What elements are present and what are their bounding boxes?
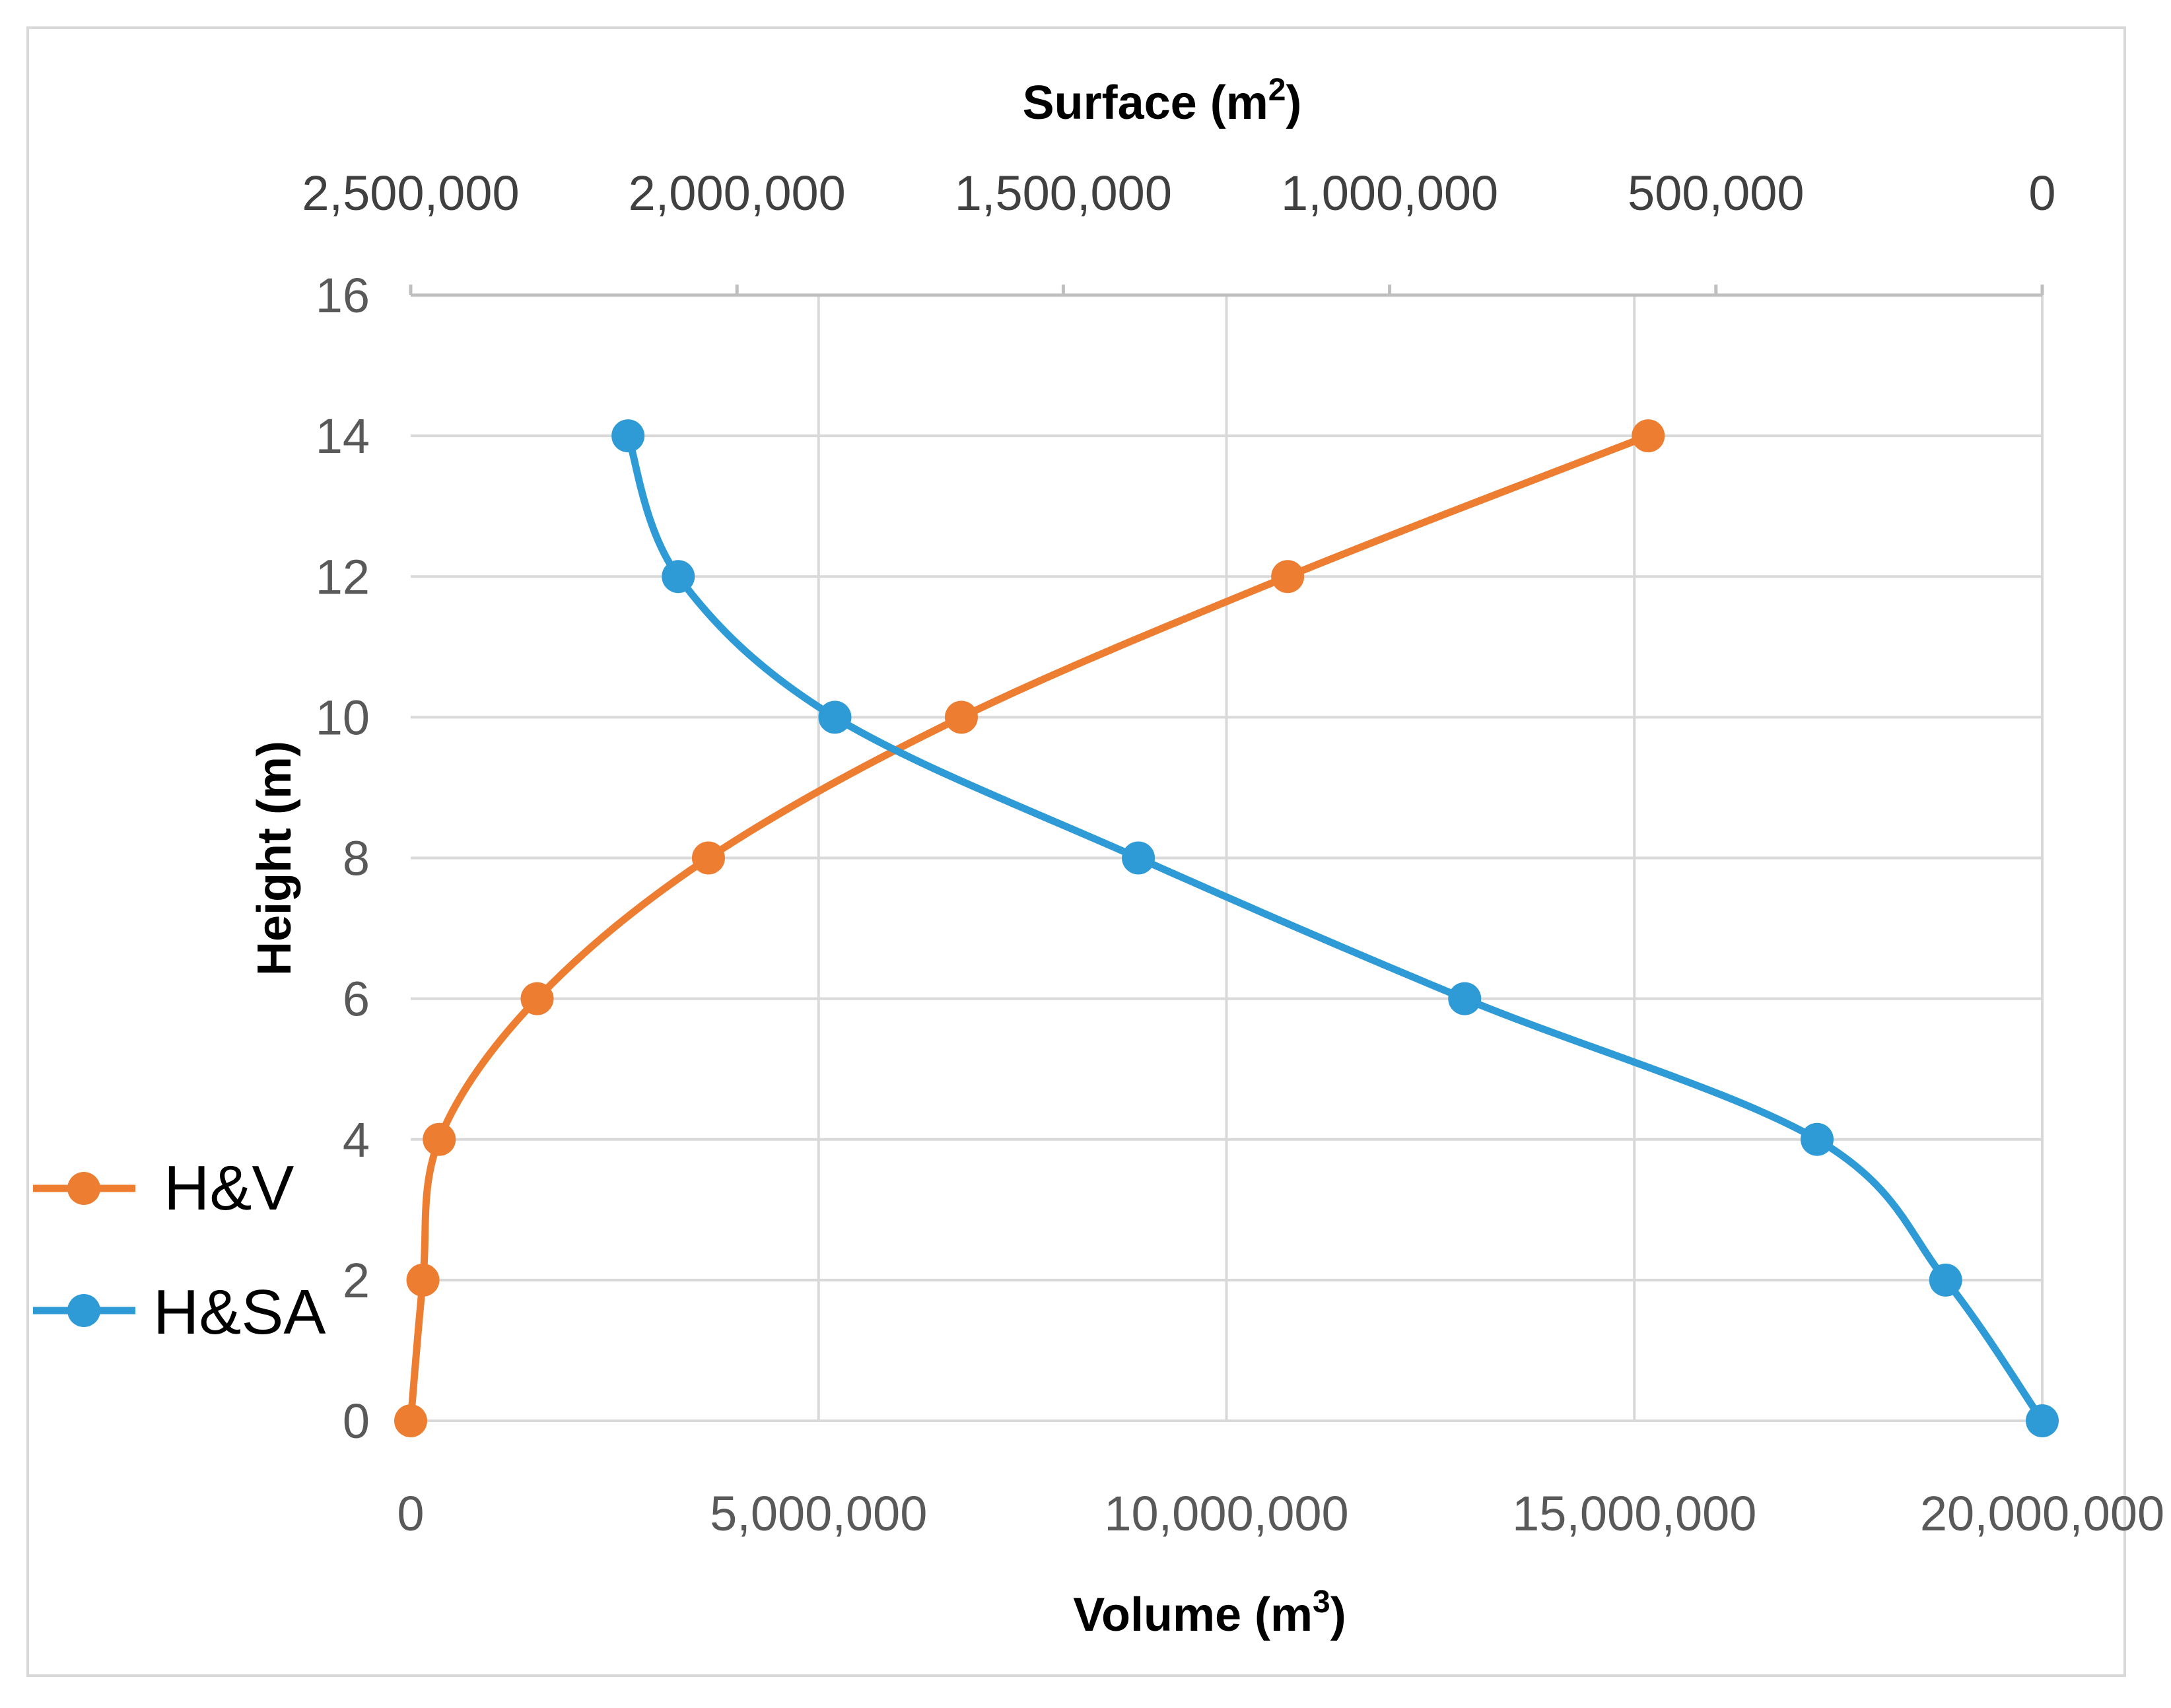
y-tick-label: 6 bbox=[343, 972, 370, 1027]
data-point-hsa bbox=[1801, 1122, 1834, 1156]
chart-frame bbox=[26, 26, 2126, 1677]
data-point-hv bbox=[423, 1122, 456, 1156]
y-axis-title: Height (m) bbox=[248, 741, 301, 976]
series-line-hv bbox=[407, 432, 1650, 1421]
data-point-hv bbox=[406, 1263, 440, 1297]
data-point-hsa bbox=[1122, 841, 1155, 875]
data-point-hsa bbox=[1929, 1263, 1962, 1297]
y-tick-label: 16 bbox=[316, 268, 370, 323]
x-top-tick-label: 0 bbox=[2028, 166, 2055, 221]
legend-marker-hv bbox=[67, 1172, 100, 1205]
y-tick-label: 0 bbox=[343, 1394, 370, 1449]
y-tick-label: 14 bbox=[316, 409, 370, 463]
x-bottom-tick-label: 5,000,000 bbox=[710, 1486, 927, 1541]
data-point-hv bbox=[944, 700, 978, 734]
legend-label-hsa: H&SA bbox=[153, 1277, 326, 1348]
y-tick-label: 12 bbox=[316, 549, 370, 604]
legend-item-hsa: H&SA bbox=[33, 1277, 326, 1348]
legend: H&V H&SA bbox=[33, 1153, 326, 1348]
data-point-hv bbox=[1632, 419, 1665, 453]
legend-item-hv: H&V bbox=[33, 1153, 294, 1223]
y-tick-label: 10 bbox=[316, 690, 370, 745]
data-point-hv bbox=[1271, 560, 1305, 594]
data-point-hsa bbox=[611, 419, 645, 453]
x-top-tick-label: 2,500,000 bbox=[302, 166, 519, 221]
x-bottom-tick-label: 0 bbox=[397, 1486, 424, 1541]
x-bottom-tick-label: 20,000,000 bbox=[1920, 1486, 2164, 1541]
legend-marker-hsa bbox=[67, 1294, 100, 1327]
x-top-tick-label: 2,000,000 bbox=[629, 166, 846, 221]
legend-label-hv: H&V bbox=[164, 1153, 294, 1223]
x-top-tick-label: 500,000 bbox=[1628, 166, 1805, 221]
y-tick-label: 4 bbox=[343, 1112, 370, 1167]
series bbox=[394, 419, 2059, 1437]
data-point-hv bbox=[691, 841, 725, 875]
x-bottom-tick-label: 15,000,000 bbox=[1512, 1486, 1756, 1541]
y-tick-label: 2 bbox=[343, 1253, 370, 1308]
data-point-hsa bbox=[818, 700, 852, 734]
data-point-hsa bbox=[2026, 1404, 2059, 1437]
y-tick-label: 8 bbox=[343, 831, 370, 886]
data-point-hsa bbox=[1448, 982, 1482, 1015]
data-point-hv bbox=[394, 1404, 427, 1437]
x-bottom-tick-label: 10,000,000 bbox=[1104, 1486, 1348, 1541]
axes: 0 2 4 6 8 10 12 14 16 0 5,000,000 10,000,000 15,000,… bbox=[302, 166, 2164, 1541]
data-point-hsa bbox=[662, 560, 695, 594]
series-line-hsa bbox=[624, 434, 2046, 1423]
x-axis-top-title: Surface (m2) bbox=[1023, 73, 1302, 129]
x-top-tick-label: 1,000,000 bbox=[1281, 166, 1498, 221]
x-top-tick-label: 1,500,000 bbox=[955, 166, 1172, 221]
gridlines bbox=[411, 294, 2044, 1421]
data-point-hv bbox=[520, 982, 554, 1015]
x-axis-bottom-title: Volume (m3) bbox=[1073, 1585, 1346, 1641]
